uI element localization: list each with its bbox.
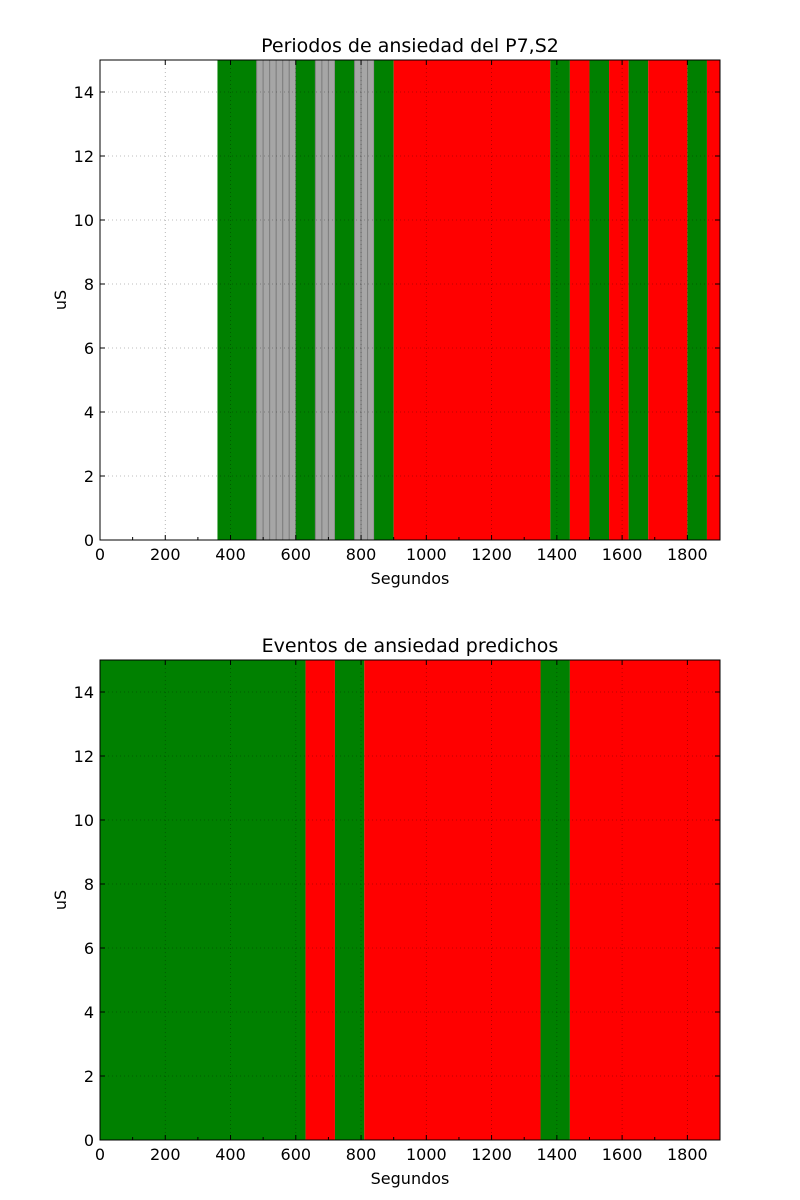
span-gray-2 [262,59,271,541]
x-tick-label: 1600 [602,545,643,564]
span-gray-8 [314,59,323,541]
span-gray-3 [269,59,277,541]
x-tick-label: 1400 [536,545,577,564]
y-tick-label: 8 [84,875,94,894]
span-red-5 [569,660,720,1140]
plot-frame [99,659,721,1141]
y-axis-label: uS [51,290,70,310]
y-tick-label: 14 [74,83,94,102]
span-gray-4 [275,59,284,541]
span-red-18 [569,60,590,540]
span-green-2 [334,660,365,1140]
span-red-3 [364,660,541,1140]
span-red-22 [648,60,688,540]
y-tick-label: 0 [84,1131,94,1150]
y-tick-label: 2 [84,1067,94,1086]
span-green-0 [217,60,257,540]
y-axis-label: uS [51,890,70,910]
x-tick-label: 1800 [667,1145,708,1164]
y-tick-label: 2 [84,467,94,486]
chart-title: Periodos de ansiedad del P7,S2 [261,35,559,57]
span-gray-1 [256,59,264,541]
x-tick-label: 600 [281,1145,312,1164]
span-red-1 [305,660,335,1140]
span-red-24 [706,60,720,540]
x-tick-label: 1000 [406,1145,447,1164]
span-green-0 [100,660,306,1140]
x-tick-label: 0 [95,1145,105,1164]
x-tick-label: 200 [150,545,181,564]
x-tick-label: 600 [281,545,312,564]
x-tick-label: 1200 [471,1145,512,1164]
span-green-7 [295,60,316,540]
span-green-11 [334,60,355,540]
x-tick-label: 800 [346,1145,377,1164]
span-gray-10 [327,59,336,541]
y-tick-label: 12 [74,747,94,766]
span-gray-5 [282,59,290,541]
chart-panel-predicted-events: 0 200 400 600 800 1000 1200 1400 1600 1800 0 2 4 6 8 10… [51,635,721,1188]
span-gray-6 [288,59,297,541]
y-tick-label: 12 [74,147,94,166]
x-axis-label: Segundos [371,569,450,588]
y-tick-label: 8 [84,275,94,294]
chart-panel-anxiety-periods: 0 200 400 600 800 1000 1200 1400 1600 1800 0 2 4 6 8 10… [51,35,721,588]
y-tick-label: 4 [84,1003,94,1022]
span-green-19 [589,60,610,540]
x-tick-label: 200 [150,1145,181,1164]
span-red-20 [609,60,629,540]
x-tick-label: 800 [346,545,377,564]
y-tick-label: 6 [84,339,94,358]
x-tick-label: 400 [215,1145,246,1164]
span-green-21 [628,60,649,540]
y-tick-label: 0 [84,531,94,550]
x-tick-label: 400 [215,545,246,564]
y-tick-label: 14 [74,683,94,702]
span-gray-12 [354,59,362,541]
span-red-16 [393,60,551,540]
chart-title: Eventos de ansiedad predichos [262,635,559,657]
x-tick-label: 1600 [602,1145,643,1164]
x-tick-label: 0 [95,545,105,564]
y-tick-label: 10 [74,811,94,830]
span-green-15 [374,60,394,540]
x-tick-label: 1400 [536,1145,577,1164]
span-gray-14 [367,59,375,541]
y-tick-label: 4 [84,403,94,422]
x-tick-label: 1000 [406,545,447,564]
span-green-23 [687,60,707,540]
span-gray-9 [321,59,329,541]
x-tick-label: 1800 [667,545,708,564]
span-green-4 [540,660,570,1140]
plot-frame [99,59,721,541]
y-tick-label: 6 [84,939,94,958]
span-gray-13 [360,59,369,541]
span-green-17 [550,60,570,540]
x-axis-label: Segundos [371,1169,450,1188]
y-tick-label: 10 [74,211,94,230]
x-tick-label: 1200 [471,545,512,564]
